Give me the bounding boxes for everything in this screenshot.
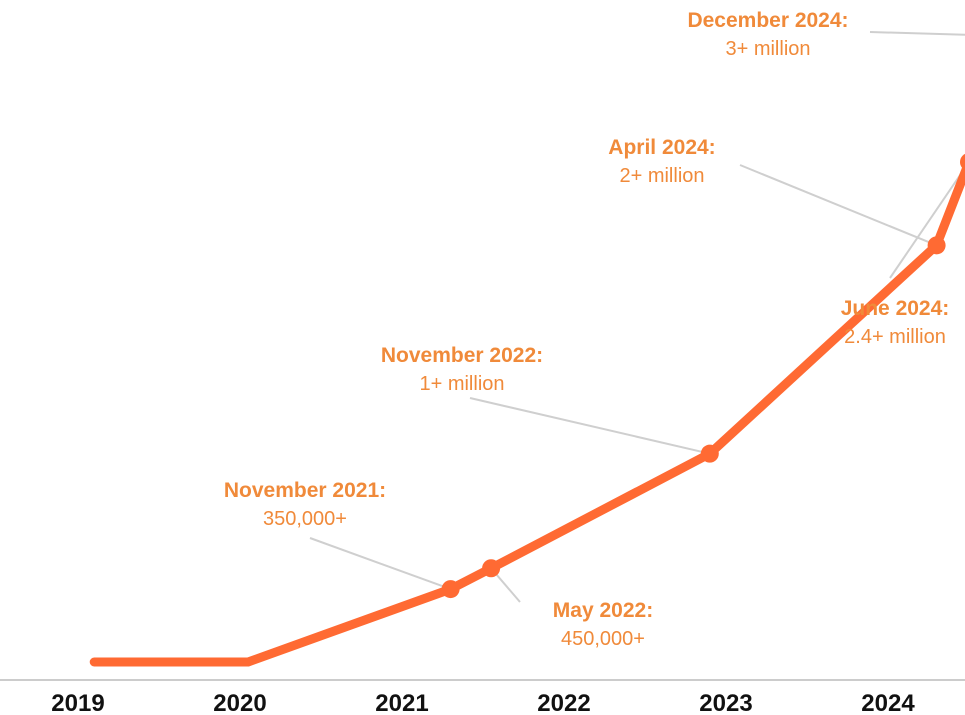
annotation-leader-line bbox=[889, 166, 965, 279]
series-line bbox=[89, 159, 965, 667]
annotation-value: 350,000+ bbox=[263, 508, 347, 530]
annotation-leader-line bbox=[469, 397, 711, 455]
annotations: November 2021: 350,000+ May 2022: 450,00… bbox=[224, 9, 949, 650]
data-point-marker bbox=[441, 580, 460, 599]
data-point-marker bbox=[927, 236, 946, 255]
x-axis-tick-labels: 2019 2020 2021 2022 2023 2024 bbox=[51, 690, 915, 715]
annotation-title: May 2022: bbox=[553, 599, 653, 622]
x-tick-2022: 2022 bbox=[537, 690, 590, 715]
annotation-value: 2.4+ million bbox=[844, 326, 946, 348]
x-tick-2019: 2019 bbox=[51, 690, 104, 715]
annotation-leader-line bbox=[309, 537, 451, 591]
annotation-value: 2+ million bbox=[619, 165, 704, 187]
data-point-marker bbox=[700, 444, 719, 463]
annotation-title: November 2021: bbox=[224, 479, 386, 502]
annotation-june-2024: June 2024: 2.4+ million bbox=[841, 297, 950, 348]
annotation-title: June 2024: bbox=[841, 297, 950, 320]
x-tick-2024: 2024 bbox=[861, 690, 915, 715]
annotation-value: 3+ million bbox=[725, 38, 810, 60]
x-tick-2023: 2023 bbox=[699, 690, 752, 715]
annotation-value: 1+ million bbox=[419, 373, 504, 395]
annotation-november-2022: November 2022: 1+ million bbox=[381, 344, 543, 395]
annotation-leader-line bbox=[739, 164, 937, 247]
data-point-marker bbox=[960, 153, 965, 171]
annotation-november-2021: November 2021: 350,000+ bbox=[224, 479, 386, 530]
x-tick-2020: 2020 bbox=[213, 690, 266, 715]
annotation-april-2024: April 2024: 2+ million bbox=[608, 136, 715, 187]
data-points bbox=[441, 153, 965, 599]
data-point-marker bbox=[482, 559, 501, 578]
annotation-may-2022: May 2022: 450,000+ bbox=[553, 599, 653, 650]
annotation-title: December 2024: bbox=[687, 9, 848, 32]
leader-lines bbox=[309, 31, 965, 603]
annotation-title: November 2022: bbox=[381, 344, 543, 367]
annotation-leader-line bbox=[869, 31, 965, 36]
x-tick-2021: 2021 bbox=[375, 690, 428, 715]
annotation-value: 450,000+ bbox=[561, 628, 645, 650]
annotation-title: April 2024: bbox=[608, 136, 715, 159]
annotation-december-2024: December 2024: 3+ million bbox=[687, 9, 848, 60]
